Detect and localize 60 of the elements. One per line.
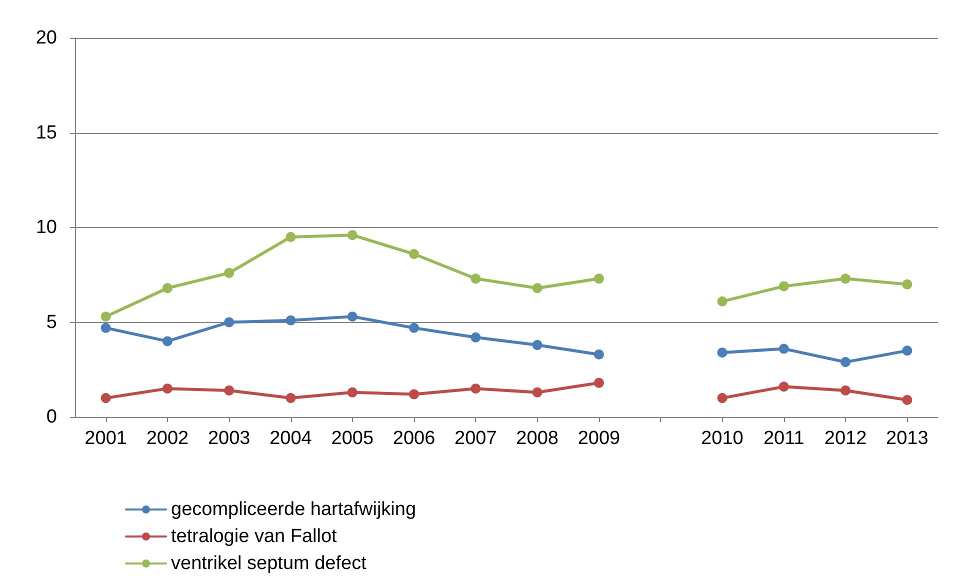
point [594,378,604,388]
point [778,382,789,392]
x-tick-label: 2009 [578,428,620,449]
legend-label: tetralogie van Fallot [171,526,338,547]
point [717,296,728,306]
y-tick-label: 0 [46,406,57,428]
x-tick-label: 2001 [84,428,127,449]
point [224,317,234,328]
x-tick-label: 2003 [208,428,250,449]
point [717,348,728,358]
point [162,283,172,294]
point [778,344,789,354]
x-tick-label: 2011 [763,428,804,449]
x-tick-label: 2002 [146,428,189,449]
point [409,249,420,260]
x-tick-label: 2013 [886,428,928,449]
point [347,230,358,240]
point [100,312,111,322]
y-tick-label: 5 [46,312,57,333]
x-tick-label: 2008 [516,428,558,449]
x-tick-label: 2006 [392,428,436,449]
point [347,387,358,398]
point [902,346,912,356]
point [840,274,851,284]
point [162,336,172,346]
point [470,384,481,394]
legend-label: gecompliceerde hartafwijking [171,499,416,520]
point [902,394,912,405]
y-tick-label: 15 [36,122,57,144]
y-tick-label: 20 [36,28,57,48]
point [532,283,542,294]
point [532,340,542,350]
point [162,384,172,394]
point [100,322,111,333]
point [532,387,542,398]
point [840,357,851,368]
x-tick-label: 2010 [701,428,744,449]
point [902,279,912,290]
x-tick-label: 2007 [454,428,497,449]
point [594,349,604,360]
point [286,315,296,326]
x-tick-label: 2005 [331,428,374,449]
y-tick-label: 10 [36,217,57,238]
point [286,232,296,242]
point [717,393,728,404]
point [409,389,420,400]
point [470,274,481,284]
point [224,268,234,278]
point [286,393,296,404]
point [224,385,234,396]
point [778,281,789,292]
point [840,385,851,396]
point [409,322,420,333]
legend-label: ventrikel septum defect [171,553,368,574]
point [347,312,358,322]
x-tick-label: 2012 [824,428,867,449]
point [470,332,481,342]
point [100,393,111,404]
x-tick-label: 2004 [270,428,312,449]
point [594,274,604,284]
